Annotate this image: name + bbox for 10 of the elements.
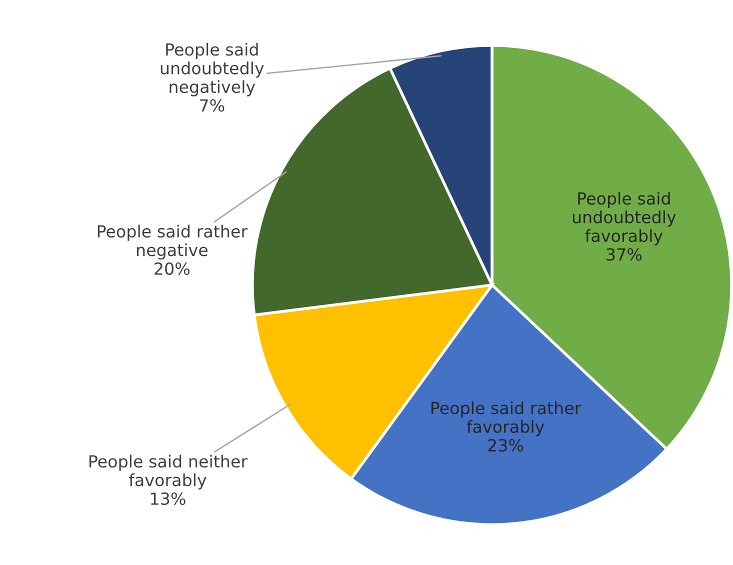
slice-label: People said rather favorably <box>432 401 582 436</box>
slice-label: People said rather negative <box>98 224 248 260</box>
data-label: 20% <box>154 262 190 275</box>
data-label: 37% <box>606 248 642 261</box>
data-label: 13% <box>151 492 186 505</box>
slice-label: People said undoubtedly negatively <box>160 42 264 96</box>
slice-label: People said undoubtedly favorably <box>572 192 676 246</box>
data-label: 7% <box>200 99 224 112</box>
slice-label: People said neither favorably <box>90 454 248 490</box>
data-label: 23% <box>488 439 524 452</box>
